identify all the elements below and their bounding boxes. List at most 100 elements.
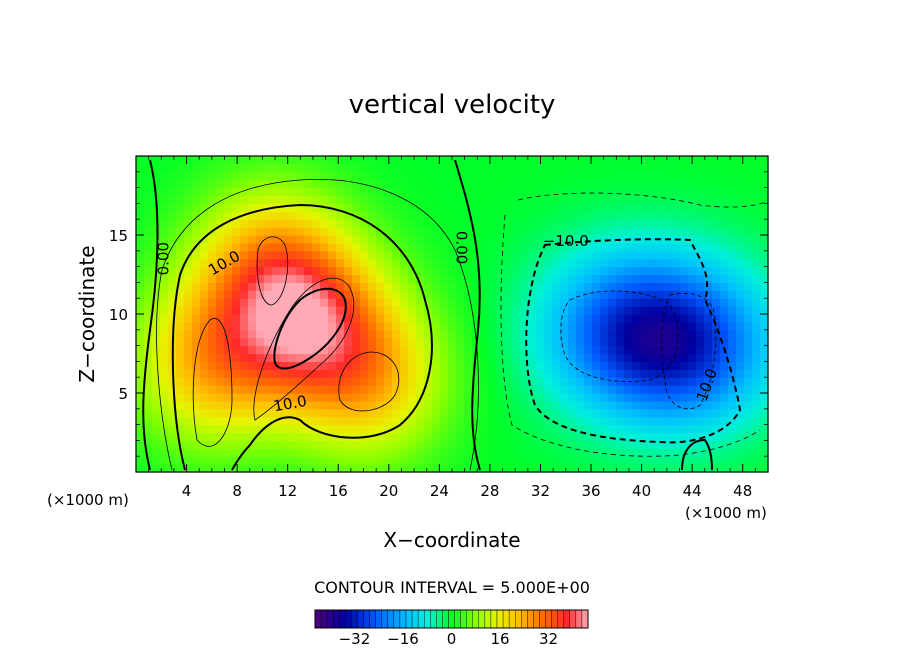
heatmap-cell bbox=[504, 156, 513, 165]
heatmap-cell bbox=[528, 235, 537, 244]
heatmap-cell bbox=[672, 408, 681, 418]
heatmap-cell bbox=[616, 282, 625, 291]
heatmap-cell bbox=[496, 432, 505, 441]
heatmap-field bbox=[136, 156, 769, 473]
heatmap-cell bbox=[536, 163, 545, 173]
heatmap-cell bbox=[720, 242, 729, 252]
heatmap-cell bbox=[720, 329, 729, 339]
heatmap-cell bbox=[736, 242, 745, 252]
heatmap-cell bbox=[512, 464, 521, 473]
heatmap-cell bbox=[304, 377, 313, 386]
heatmap-cell bbox=[600, 416, 609, 426]
heatmap-cell bbox=[432, 306, 441, 315]
heatmap-cell bbox=[240, 227, 249, 236]
heatmap-cell bbox=[312, 408, 321, 418]
heatmap-cell bbox=[600, 274, 609, 283]
heatmap-cell bbox=[680, 314, 689, 323]
heatmap-cell bbox=[392, 424, 401, 434]
heatmap-cell bbox=[240, 290, 249, 299]
heatmap-cell bbox=[472, 235, 481, 244]
heatmap-cell bbox=[488, 377, 497, 386]
heatmap-cell bbox=[560, 353, 569, 362]
heatmap-cell bbox=[280, 456, 289, 465]
heatmap-cell bbox=[376, 282, 385, 291]
heatmap-cell bbox=[592, 306, 601, 315]
heatmap-cell bbox=[584, 179, 593, 189]
heatmap-cell bbox=[736, 266, 745, 276]
heatmap-cell bbox=[136, 250, 145, 260]
heatmap-cell bbox=[376, 448, 385, 457]
heatmap-cell bbox=[600, 456, 609, 465]
heatmap-cell bbox=[424, 298, 433, 307]
heatmap-cell bbox=[336, 456, 345, 465]
heatmap-cell bbox=[696, 163, 705, 173]
heatmap-cell bbox=[608, 377, 617, 386]
heatmap-cell bbox=[600, 290, 609, 299]
heatmap-cell bbox=[424, 242, 433, 252]
heatmap-cell bbox=[448, 163, 457, 173]
heatmap-cell bbox=[280, 258, 289, 268]
heatmap-cell bbox=[336, 464, 345, 473]
heatmap-cell bbox=[288, 179, 297, 189]
heatmap-cell bbox=[304, 282, 313, 291]
heatmap-cell bbox=[576, 424, 585, 434]
heatmap-cell bbox=[176, 211, 185, 220]
heatmap-cell bbox=[448, 377, 457, 386]
heatmap-cell bbox=[544, 195, 553, 204]
heatmap-cell bbox=[672, 432, 681, 441]
contour-positive-15c bbox=[338, 351, 400, 412]
heatmap-cell bbox=[408, 345, 417, 355]
heatmap-cell bbox=[456, 393, 465, 402]
heatmap-cell bbox=[568, 400, 577, 410]
heatmap-cell bbox=[512, 235, 521, 244]
heatmap-cell bbox=[680, 329, 689, 339]
heatmap-cell bbox=[304, 298, 313, 307]
heatmap-cell bbox=[440, 393, 449, 402]
heatmap-cell bbox=[472, 361, 481, 370]
heatmap-cell bbox=[136, 219, 145, 228]
heatmap-cell bbox=[248, 400, 257, 410]
heatmap-cell bbox=[232, 385, 241, 394]
heatmap-cell bbox=[216, 448, 225, 457]
heatmap-cell bbox=[688, 195, 697, 204]
heatmap-cell bbox=[608, 369, 617, 378]
heatmap-cell bbox=[544, 156, 553, 165]
heatmap-cell bbox=[512, 416, 521, 426]
heatmap-cell bbox=[752, 235, 761, 244]
heatmap-cell bbox=[312, 290, 321, 299]
heatmap-cell bbox=[704, 242, 713, 252]
heatmap-cell bbox=[280, 369, 289, 378]
heatmap-cell bbox=[256, 306, 265, 315]
heatmap-cell bbox=[568, 242, 577, 252]
heatmap-cell bbox=[448, 416, 457, 426]
heatmap-cell bbox=[640, 298, 649, 307]
x-axis-unit-right: (×1000 m) bbox=[685, 504, 767, 522]
heatmap-cell bbox=[512, 424, 521, 434]
heatmap-cell bbox=[528, 393, 537, 402]
heatmap-cell bbox=[320, 416, 329, 426]
heatmap-cell bbox=[760, 448, 769, 457]
colorbar-segment bbox=[326, 609, 334, 629]
heatmap-cell bbox=[424, 156, 433, 165]
heatmap-cell bbox=[392, 163, 401, 173]
heatmap-cell bbox=[760, 393, 769, 402]
heatmap-cell bbox=[240, 361, 249, 370]
heatmap-cell bbox=[480, 432, 489, 441]
heatmap-cell bbox=[304, 171, 313, 181]
heatmap-cell bbox=[648, 416, 657, 426]
heatmap-cell bbox=[296, 242, 305, 252]
heatmap-cell bbox=[336, 298, 345, 307]
heatmap-cell bbox=[304, 329, 313, 339]
colorbar-segment bbox=[411, 609, 419, 629]
heatmap-cell bbox=[312, 227, 321, 236]
heatmap-cell bbox=[344, 353, 353, 362]
heatmap-cell bbox=[248, 235, 257, 244]
heatmap-cell bbox=[392, 369, 401, 378]
heatmap-cell bbox=[408, 195, 417, 204]
heatmap-cell bbox=[144, 219, 153, 228]
heatmap-cell bbox=[592, 227, 601, 236]
heatmap-cell bbox=[520, 385, 529, 394]
heatmap-cell bbox=[744, 242, 753, 252]
heatmap-cell bbox=[224, 250, 233, 260]
heatmap-cell bbox=[224, 179, 233, 189]
